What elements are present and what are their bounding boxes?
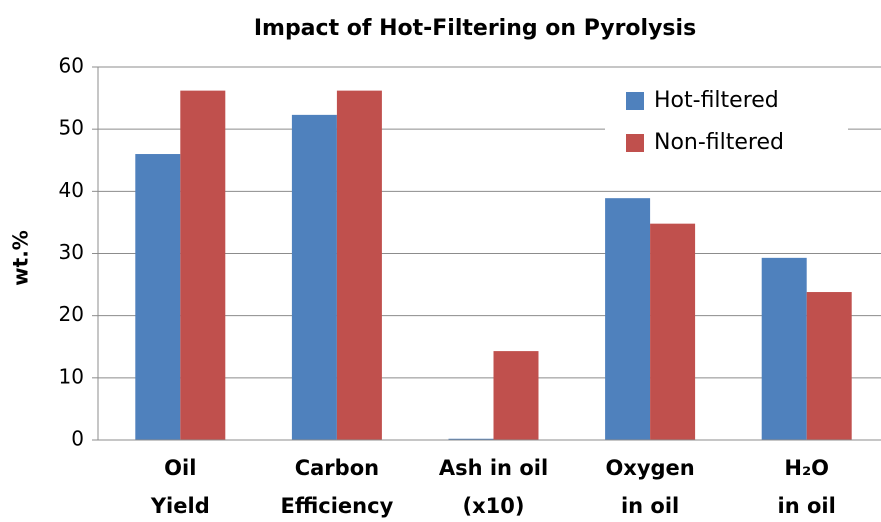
x-tick-label: Yield [150,494,210,518]
y-tick-label: 0 [71,427,84,451]
y-tick-label: 60 [59,54,84,78]
x-tick-label: (x10) [463,494,525,518]
bar [650,223,696,440]
x-tick-label: H₂O [784,456,829,480]
legend-box [605,80,848,166]
y-tick-label: 30 [59,240,84,264]
x-tick-label: Efficiency [281,494,394,518]
x-tick-label: Carbon [295,456,379,480]
x-tick-label: Oxygen [605,456,694,480]
y-tick-label: 40 [59,178,84,202]
x-tick-label: Oil [164,456,196,480]
y-tick-label: 20 [59,302,84,326]
bar [605,198,651,440]
bar [336,90,382,440]
bar [448,438,494,440]
bar [291,114,337,440]
bar [806,292,852,440]
x-tick-label: Ash in oil [439,456,548,480]
bar [761,257,807,440]
legend-label: Non-filtered [654,130,784,155]
y-tick-label: 50 [59,116,84,140]
legend-swatch [626,134,644,152]
legend-label: Hot-filtered [654,88,779,113]
chart-title: Impact of Hot-Filtering on Pyrolysis [254,16,696,41]
x-tick-label: in oil [778,494,836,518]
y-axis-label: wt.% [9,230,33,286]
y-tick-label: 10 [59,364,84,388]
bar [135,154,181,441]
bar [493,351,539,440]
legend-swatch [626,92,644,110]
bar [180,90,226,440]
x-tick-label: in oil [621,494,679,518]
